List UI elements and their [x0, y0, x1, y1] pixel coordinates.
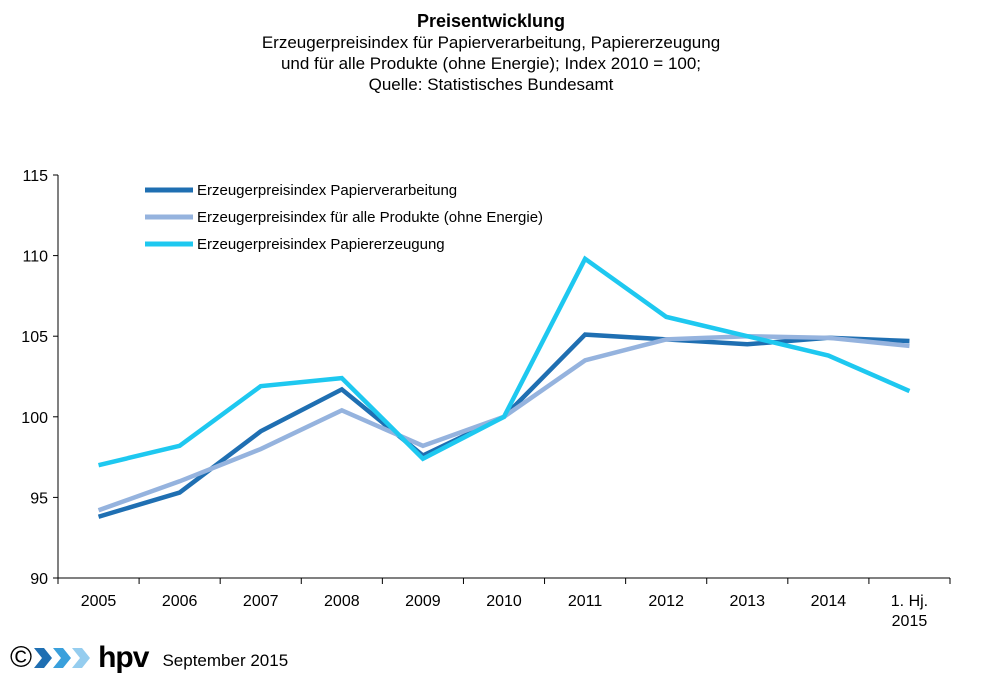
hpv-logo-icon [34, 648, 91, 668]
series-line-1 [97, 332, 910, 519]
x-tick-label: 2010 [486, 593, 522, 610]
chart-title: Preisentwicklung [416, 11, 566, 31]
x-tick-label: 2007 [243, 593, 279, 610]
hpv-logo-text: hpv [98, 641, 149, 674]
x-tick-label-line-2: 2015 [892, 613, 928, 630]
y-tick-label: 115 [22, 168, 48, 185]
legend-label-2: Erzeugerpreisindex für alle Produkte (oh… [197, 209, 543, 226]
chart-subtitle-line-3: Quelle: Statistisches Bundesamt [368, 75, 614, 94]
x-tick-label: 2006 [162, 593, 198, 610]
x-tick-label: 2009 [405, 593, 441, 610]
x-tick-label: 2014 [811, 593, 847, 610]
y-tick-label: 95 [30, 490, 48, 507]
x-tick-label: 2008 [324, 593, 360, 610]
line-chart: 90 95 100 105 110 115 2005 2006 2007 2008 2009 2010… [21, 168, 951, 630]
chart-subtitle-line-2: und für alle Produkte (ohne Energie); In… [280, 54, 702, 73]
legend-label-3: Erzeugerpreisindex Papiererzeugung [197, 236, 445, 253]
y-tick-label: 105 [21, 329, 48, 346]
y-tick-label: 90 [30, 571, 48, 588]
x-tick-label: 1. Hj. [891, 593, 928, 610]
series-line-2 [97, 333, 910, 513]
y-tick-label: 100 [21, 410, 48, 427]
legend-label-1: Erzeugerpreisindex Papierverarbeitung [197, 182, 457, 199]
y-tick-label: 110 [22, 249, 48, 266]
x-tick-label: 2013 [729, 593, 765, 610]
footer-date: September 2015 [162, 651, 289, 670]
x-tick-label: 2005 [81, 593, 117, 610]
x-tick-label: 2012 [648, 593, 684, 610]
copyright-symbol: © [10, 641, 33, 674]
chart-title-block: Preisentwicklung Erzeugerpreisindex für … [0, 10, 982, 95]
series-line-3 [98, 255, 911, 468]
chart-subtitle-line-1: Erzeugerpreisindex für Papierverarbeitun… [261, 33, 721, 52]
footer: © hpv September 2015 [10, 638, 288, 678]
x-tick-label: 2011 [568, 593, 603, 610]
